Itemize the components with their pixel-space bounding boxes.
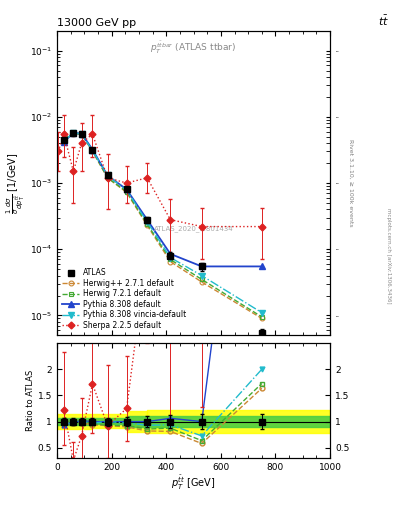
Text: $p_T^{t\bar{t}bar}$ (ATLAS ttbar): $p_T^{t\bar{t}bar}$ (ATLAS ttbar) bbox=[151, 40, 237, 56]
Text: 13000 GeV pp: 13000 GeV pp bbox=[57, 18, 136, 28]
Y-axis label: $\frac{1}{\sigma}\frac{d\sigma}{dp_\mathrm{T}^{t\bar{t}}}$ [1/GeV]: $\frac{1}{\sigma}\frac{d\sigma}{dp_\math… bbox=[4, 153, 27, 214]
X-axis label: $p^{\bar{t}t}_T$ [GeV]: $p^{\bar{t}t}_T$ [GeV] bbox=[171, 474, 216, 492]
Text: mcplots.cern.ch [arXiv:1306.3436]: mcplots.cern.ch [arXiv:1306.3436] bbox=[386, 208, 391, 304]
Y-axis label: Rivet 3.1.10, ≥ 100k events: Rivet 3.1.10, ≥ 100k events bbox=[349, 139, 354, 227]
Y-axis label: Ratio to ATLAS: Ratio to ATLAS bbox=[26, 370, 35, 431]
Text: ATLAS_2020_I1801434: ATLAS_2020_I1801434 bbox=[154, 225, 233, 232]
Text: $t\bar{t}$: $t\bar{t}$ bbox=[378, 14, 389, 28]
Legend: ATLAS, Herwig++ 2.7.1 default, Herwig 7.2.1 default, Pythia 8.308 default, Pythi: ATLAS, Herwig++ 2.7.1 default, Herwig 7.… bbox=[61, 267, 188, 332]
